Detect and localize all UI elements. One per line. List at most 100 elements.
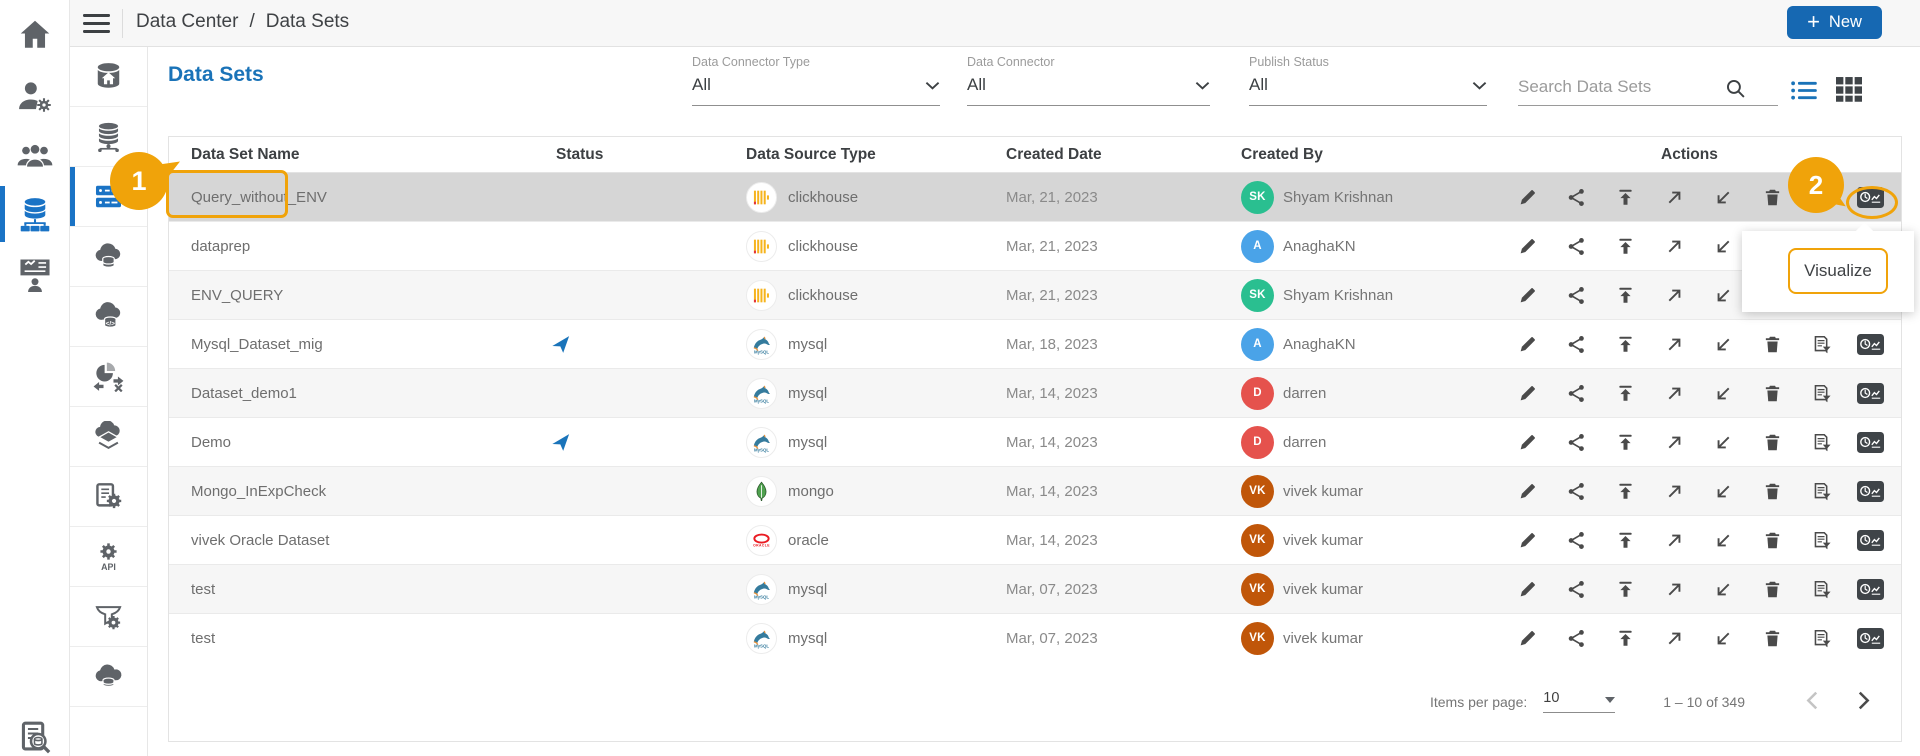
dataset-name[interactable]: test xyxy=(191,629,216,647)
action-import-button[interactable] xyxy=(1709,183,1737,211)
action-share-button[interactable] xyxy=(1562,281,1590,309)
dataset-name[interactable]: Query_without_ENV xyxy=(191,188,327,206)
dataset-name[interactable]: Mysql_Dataset_mig xyxy=(191,335,323,353)
action-share-button[interactable] xyxy=(1562,330,1590,358)
action-edit-button[interactable] xyxy=(1513,379,1541,407)
sidebar-item-data-center[interactable] xyxy=(0,186,70,242)
filter-data-connector-type[interactable]: Data Connector Type All xyxy=(692,53,940,106)
table-row[interactable]: test MySQL mysql Mar, 07, 2023 VK vivek kumar xyxy=(169,565,1901,614)
previous-page-button[interactable] xyxy=(1801,691,1823,713)
action-publish-button[interactable] xyxy=(1611,624,1639,652)
breadcrumb-data-center[interactable]: Data Center xyxy=(136,11,239,32)
dataset-name[interactable]: ENV_QUERY xyxy=(191,286,284,304)
action-edit-button[interactable] xyxy=(1513,526,1541,554)
action-data-profile-button[interactable] xyxy=(1807,428,1835,456)
action-data-profile-button[interactable] xyxy=(1807,330,1835,358)
action-import-button[interactable] xyxy=(1709,281,1737,309)
action-open-external-button[interactable] xyxy=(1660,232,1688,260)
action-import-button[interactable] xyxy=(1709,624,1737,652)
action-data-profile-button[interactable] xyxy=(1807,624,1835,652)
dataset-name[interactable]: Demo xyxy=(191,433,232,451)
action-open-external-button[interactable] xyxy=(1660,624,1688,652)
action-data-profile-button[interactable] xyxy=(1807,379,1835,407)
action-edit-button[interactable] xyxy=(1513,575,1541,603)
action-open-external-button[interactable] xyxy=(1660,330,1688,358)
action-delete-button[interactable] xyxy=(1758,428,1786,456)
filter-data-connector[interactable]: Data Connector All xyxy=(967,53,1210,106)
dataset-name[interactable]: Mongo_InExpCheck xyxy=(191,482,327,500)
action-visualize-button[interactable] xyxy=(1856,330,1884,358)
action-publish-button[interactable] xyxy=(1611,281,1639,309)
table-row[interactable]: Mongo_InExpCheck mongo Mar, 14, 2023 VK vive… xyxy=(169,467,1901,516)
action-visualize-button[interactable] xyxy=(1856,575,1884,603)
action-edit-button[interactable] xyxy=(1513,477,1541,505)
table-row[interactable]: Mysql_Dataset_mig MySQL mysql Mar, 18, 2023… xyxy=(169,320,1901,369)
action-delete-button[interactable] xyxy=(1758,477,1786,505)
action-publish-button[interactable] xyxy=(1611,575,1639,603)
table-row[interactable]: test MySQL mysql Mar, 07, 2023 VK vivek kumar xyxy=(169,614,1901,663)
action-edit-button[interactable] xyxy=(1513,428,1541,456)
menu-icon[interactable] xyxy=(83,13,110,34)
action-edit-button[interactable] xyxy=(1513,330,1541,358)
action-share-button[interactable] xyxy=(1562,477,1590,505)
sidebar-item-home[interactable] xyxy=(0,7,70,63)
action-import-button[interactable] xyxy=(1709,330,1737,358)
action-open-external-button[interactable] xyxy=(1660,428,1688,456)
visualize-tooltip-button[interactable]: Visualize xyxy=(1788,248,1888,294)
action-delete-button[interactable] xyxy=(1758,379,1786,407)
table-row[interactable]: vivek Oracle Dataset ORACLE oracle Mar, 14,… xyxy=(169,516,1901,565)
dataset-name[interactable]: test xyxy=(191,580,216,598)
action-publish-button[interactable] xyxy=(1611,330,1639,358)
action-data-profile-button[interactable] xyxy=(1807,477,1835,505)
action-open-external-button[interactable] xyxy=(1660,526,1688,554)
sidebar-item-api-services[interactable]: API xyxy=(70,527,147,587)
action-open-external-button[interactable] xyxy=(1660,183,1688,211)
sidebar-item-boards[interactable] xyxy=(0,246,70,302)
sidebar-item-query-data[interactable]: </> xyxy=(70,287,147,347)
action-delete-button[interactable] xyxy=(1758,624,1786,652)
sidebar-item-user-admin[interactable] xyxy=(0,68,70,124)
action-data-profile-button[interactable] xyxy=(1807,526,1835,554)
action-publish-button[interactable] xyxy=(1611,232,1639,260)
action-publish-button[interactable] xyxy=(1611,526,1639,554)
action-import-button[interactable] xyxy=(1709,428,1737,456)
action-share-button[interactable] xyxy=(1562,232,1590,260)
sidebar-item-cloud-data[interactable] xyxy=(70,227,147,287)
search-icon[interactable] xyxy=(1725,78,1746,99)
action-import-button[interactable] xyxy=(1709,232,1737,260)
next-page-button[interactable] xyxy=(1853,691,1875,713)
action-open-external-button[interactable] xyxy=(1660,477,1688,505)
action-delete-button[interactable] xyxy=(1758,183,1786,211)
action-visualize-button[interactable] xyxy=(1856,526,1884,554)
action-visualize-button[interactable] xyxy=(1856,428,1884,456)
action-import-button[interactable] xyxy=(1709,575,1737,603)
action-publish-button[interactable] xyxy=(1611,379,1639,407)
sidebar-item-data-center-home[interactable] xyxy=(70,47,147,107)
action-visualize-button[interactable] xyxy=(1856,379,1884,407)
sidebar-item-data-lake[interactable] xyxy=(70,407,147,467)
sidebar-item-audit-logs[interactable] xyxy=(0,710,70,756)
table-row[interactable]: Query_without_ENV clickhouse Mar, 21, 2023… xyxy=(169,173,1901,222)
action-visualize-button[interactable] xyxy=(1856,477,1884,505)
action-edit-button[interactable] xyxy=(1513,624,1541,652)
action-import-button[interactable] xyxy=(1709,477,1737,505)
dataset-name[interactable]: dataprep xyxy=(191,237,251,255)
action-open-external-button[interactable] xyxy=(1660,379,1688,407)
action-edit-button[interactable] xyxy=(1513,232,1541,260)
action-edit-button[interactable] xyxy=(1513,281,1541,309)
action-open-external-button[interactable] xyxy=(1660,281,1688,309)
list-view-icon[interactable] xyxy=(1790,80,1817,101)
action-import-button[interactable] xyxy=(1709,379,1737,407)
sidebar-item-data-sources[interactable] xyxy=(70,107,147,167)
action-publish-button[interactable] xyxy=(1611,477,1639,505)
action-share-button[interactable] xyxy=(1562,183,1590,211)
action-share-button[interactable] xyxy=(1562,428,1590,456)
action-visualize-button[interactable] xyxy=(1856,624,1884,652)
sidebar-item-data-jobs[interactable] xyxy=(70,467,147,527)
action-publish-button[interactable] xyxy=(1611,183,1639,211)
table-row[interactable]: ENV_QUERY clickhouse Mar, 21, 2023 SK Shyam … xyxy=(169,271,1901,320)
action-share-button[interactable] xyxy=(1562,379,1590,407)
dataset-name[interactable]: Dataset_demo1 xyxy=(191,384,297,402)
